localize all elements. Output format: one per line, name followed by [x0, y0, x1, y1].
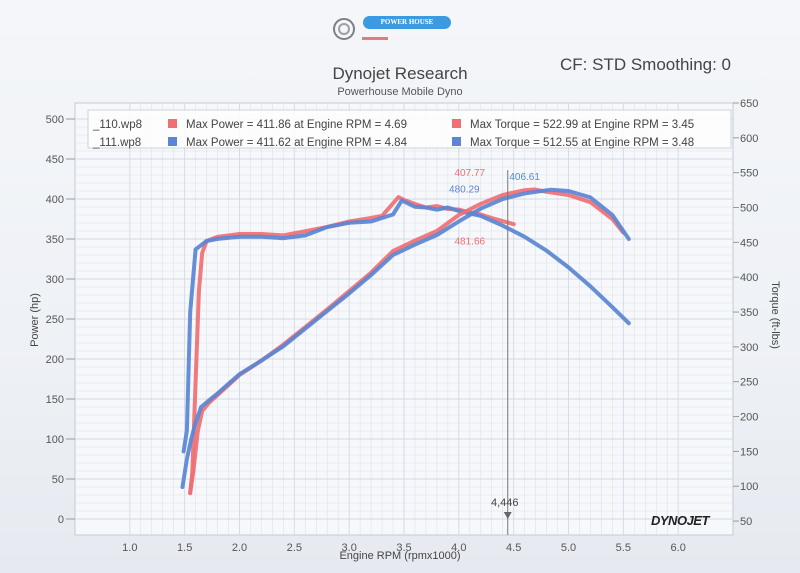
x-tick-label: 6.0 — [671, 542, 686, 554]
x-tick-label: 5.5 — [616, 542, 631, 554]
series-line-3 — [180, 187, 631, 489]
grid-lines — [74, 102, 734, 536]
annotations: 4,446 407.77 480.29 406.61 481.66 — [449, 168, 540, 535]
x-tick-label: 5.0 — [561, 542, 576, 554]
x-tick-label: 4.5 — [506, 542, 521, 554]
x-tick-label: 1.0 — [122, 542, 137, 554]
y-right-tick-label: 100 — [740, 481, 758, 493]
x-tick-label: 3.5 — [396, 542, 411, 554]
y-right-tick-label: 350 — [740, 307, 758, 319]
legend-max-power: Max Power = 411.62 at Engine RPM = 4.84 — [186, 137, 408, 149]
rpm-cursor-marker — [503, 512, 512, 519]
y-right-tick-label: 650 — [740, 98, 758, 110]
axes: 1.0 1.5 2.0 2.5 3.0 3.5 4.0 4.5 5.0 5.5 6.0 0 50 100 1… — [29, 98, 781, 562]
y-left-tick-label: 400 — [46, 194, 64, 206]
value-annotation: 481.66 — [455, 237, 486, 248]
legend-max-torque: Max Torque = 522.99 at Engine RPM = 3.45 — [470, 119, 694, 131]
y-left-tick-label: 100 — [46, 434, 64, 446]
x-axis-label: Engine RPM (rpmx1000) — [339, 550, 460, 562]
y-right-tick-label: 600 — [740, 133, 758, 145]
y-left-tick-label: 0 — [58, 514, 64, 526]
y-right-tick-label: 550 — [740, 168, 758, 180]
chart-subtitle: Powerhouse Mobile Dyno — [337, 86, 463, 98]
value-annotation: 406.61 — [509, 172, 540, 183]
y-right-axis-label: Torque (ft-lbs) — [769, 281, 781, 349]
y-right-tick-label: 50 — [740, 516, 752, 528]
dynojet-logo: DYNOJET — [651, 513, 709, 528]
y-right-tick-label: 200 — [740, 412, 758, 424]
series-lines — [180, 187, 631, 496]
legend-max-power: Max Power = 411.86 at Engine RPM = 4.69 — [186, 119, 407, 131]
turbo-logo-inner-icon — [338, 23, 350, 35]
correction-smoothing-label: CF: STD Smoothing: 0 — [560, 55, 732, 74]
legend-file-label: _111.wp8 — [92, 137, 141, 149]
y-left-tick-label: 300 — [46, 274, 64, 286]
y-left-tick-label: 500 — [46, 114, 64, 126]
value-annotation: 407.77 — [455, 168, 486, 179]
value-annotation: 480.29 — [449, 185, 480, 196]
y-right-tick-label: 250 — [740, 377, 758, 389]
series-line-1 — [181, 198, 631, 454]
rpm-cursor-label: 4,446 — [491, 497, 519, 509]
y-right-tick-label: 300 — [740, 342, 758, 354]
y-left-tick-label: 50 — [52, 474, 64, 486]
legend: _110.wp8 Max Power = 411.86 at Engine RPM… — [87, 109, 732, 149]
legend-swatch-power — [168, 119, 177, 128]
logo-wordmark: POWER HOUSE — [363, 16, 451, 29]
legend-box — [87, 109, 732, 149]
y-left-tick-label: 250 — [46, 314, 64, 326]
legend-swatch-torque — [452, 119, 461, 128]
x-tick-label: 3.0 — [342, 542, 357, 554]
legend-max-torque: Max Torque = 512.55 at Engine RPM = 3.48 — [470, 137, 694, 149]
y-right-tick-label: 150 — [740, 446, 758, 458]
legend-file-label: _110.wp8 — [92, 119, 142, 131]
x-tick-label: 2.0 — [232, 542, 247, 554]
y-right-tick-label: 400 — [740, 272, 758, 284]
y-left-tick-label: 200 — [46, 354, 64, 366]
y-left-tick-label: 150 — [46, 394, 64, 406]
y-left-tick-label: 350 — [46, 234, 64, 246]
y-right-tick-label: 450 — [740, 237, 758, 249]
legend-swatch-power — [168, 137, 177, 146]
y-left-tick-label: 450 — [46, 154, 64, 166]
x-tick-label: 4.0 — [451, 542, 466, 554]
x-tick-label: 1.5 — [177, 542, 192, 554]
x-tick-label: 2.5 — [287, 542, 302, 554]
logo-underline — [362, 37, 388, 40]
y-left-axis-label: Power (hp) — [29, 293, 41, 347]
y-right-tick-label: 500 — [740, 203, 758, 215]
chart-title: Dynojet Research — [332, 64, 468, 83]
turbo-logo-icon — [333, 18, 355, 40]
legend-swatch-torque — [452, 137, 461, 146]
